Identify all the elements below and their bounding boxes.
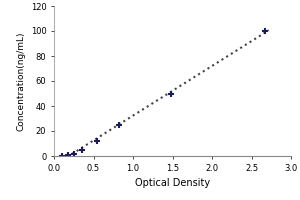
X-axis label: Optical Density: Optical Density [135,178,210,188]
Y-axis label: Concentration(ng/mL): Concentration(ng/mL) [16,31,25,131]
